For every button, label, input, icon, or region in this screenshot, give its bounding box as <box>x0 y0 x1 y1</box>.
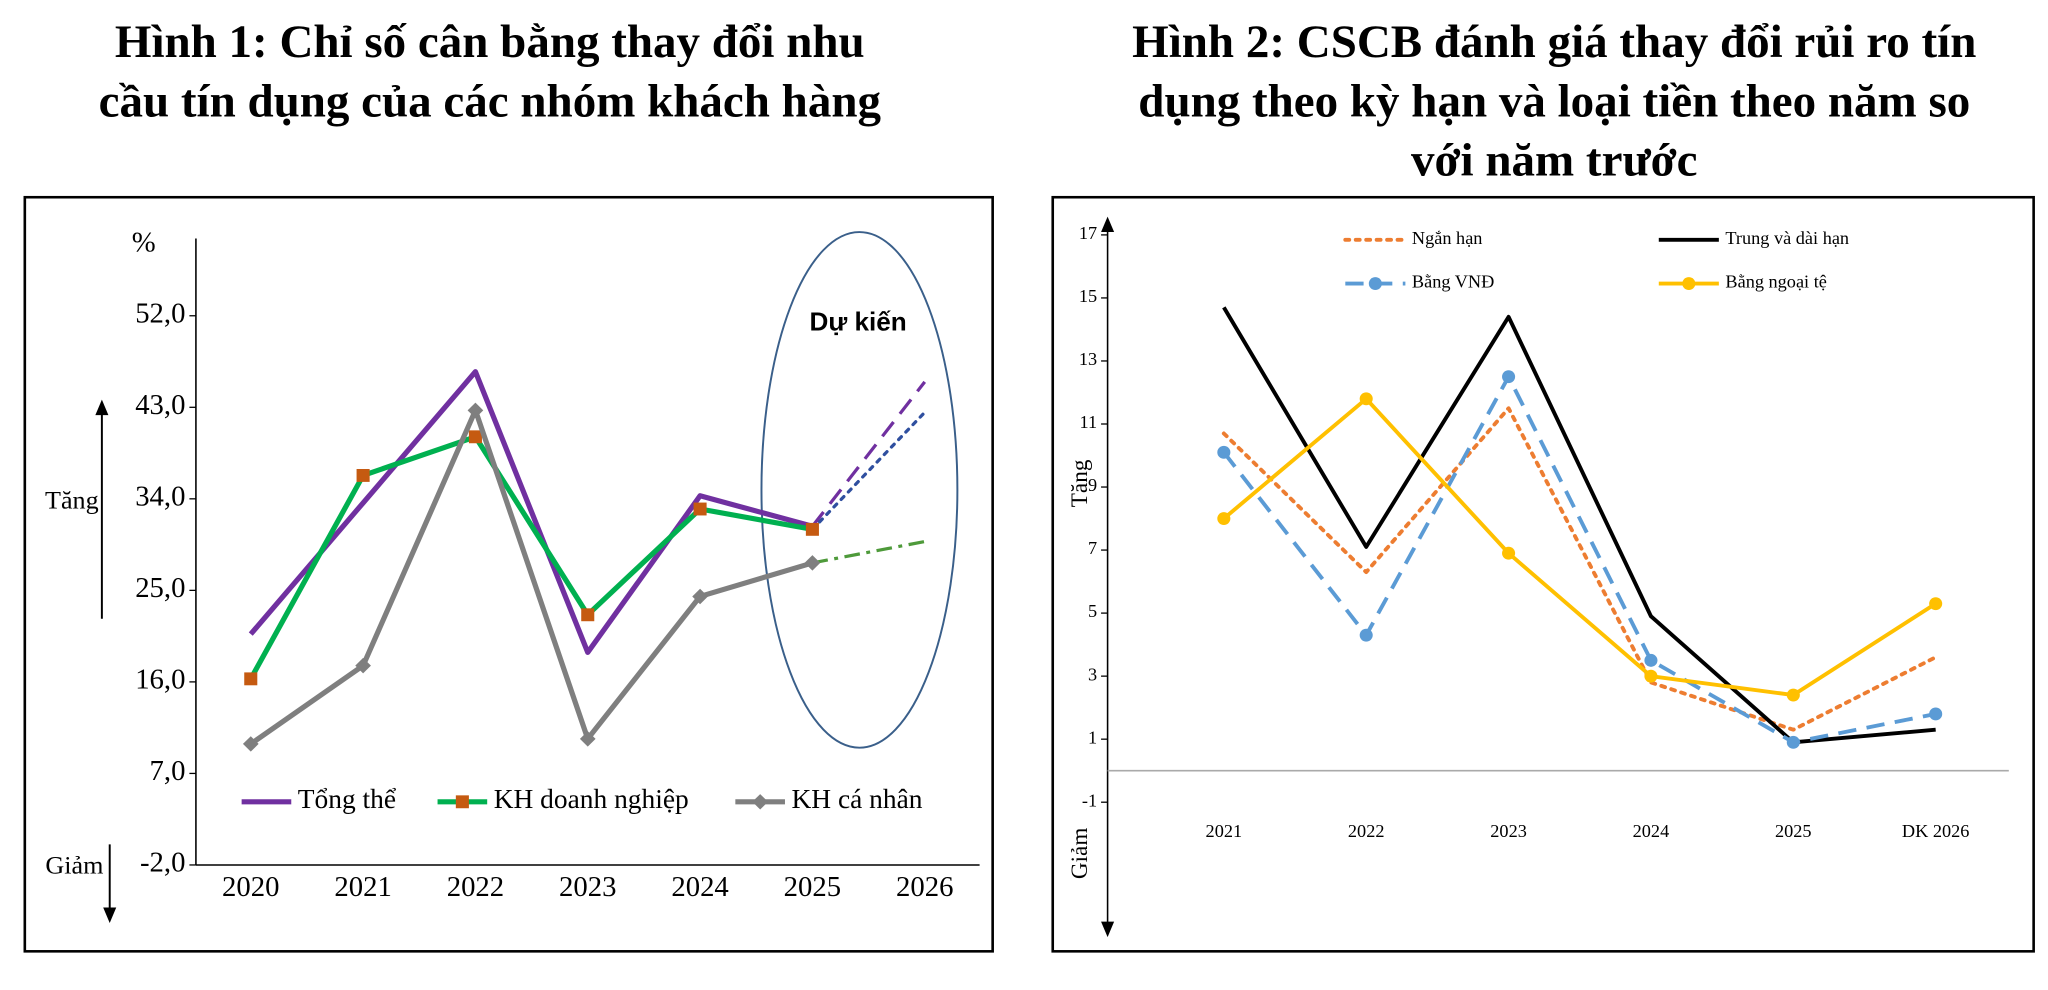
legend-label: Tổng thể <box>298 784 396 814</box>
marker <box>579 731 596 747</box>
chart-title: với năm trước <box>1411 135 1698 187</box>
y-tick-label: 34,0 <box>135 481 185 512</box>
forecast-label: Dự kiến <box>809 309 906 337</box>
marker <box>1359 392 1373 406</box>
y-tick-label: 25,0 <box>135 573 185 604</box>
chart-title: Hình 2: CSCB đánh giá thay đổi rủi ro tí… <box>1132 16 1976 68</box>
x-tick-label: 2024 <box>1633 821 1670 841</box>
legend-label: Trung và dài hạn <box>1725 228 1849 248</box>
legend-label: Ngắn hạn <box>1412 228 1483 248</box>
marker <box>244 672 258 686</box>
marker <box>1929 707 1943 721</box>
x-tick-label: 2021 <box>1206 821 1243 841</box>
legend-marker <box>1368 277 1382 291</box>
y-tick-label: 9 <box>1088 475 1097 495</box>
x-tick-label: 2024 <box>671 872 728 903</box>
x-tick-label: 2026 <box>896 872 953 903</box>
series-line <box>248 434 813 681</box>
projection-line <box>811 380 927 528</box>
chart-title: dụng theo kỳ hạn và loại tiền theo năm s… <box>1138 76 1970 128</box>
legend-marker <box>752 794 768 810</box>
y-tick-label: 1 <box>1088 727 1097 747</box>
x-tick-label: 2023 <box>559 872 616 903</box>
marker <box>1502 546 1516 560</box>
y-tick-label: 11 <box>1080 412 1098 432</box>
x-tick-label: 2022 <box>1348 821 1385 841</box>
marker <box>1644 653 1658 667</box>
marker <box>1502 370 1516 384</box>
series-line <box>1222 306 1936 745</box>
marker <box>467 402 484 419</box>
series-line <box>249 407 814 747</box>
forecast-ellipse <box>760 231 959 749</box>
legend-label: KH doanh nghiệp <box>494 784 689 814</box>
y-tick-label: 17 <box>1079 223 1097 243</box>
marker <box>355 657 371 674</box>
marker <box>242 736 259 752</box>
projection-line <box>810 410 927 531</box>
y-tick-label: 52,0 <box>135 298 185 329</box>
x-tick-label: 2022 <box>447 872 504 903</box>
legend-label: Bằng ngoại tệ <box>1725 272 1827 292</box>
x-tick-label: DK 2026 <box>1902 821 1970 841</box>
chart-title: Hình 1: Chỉ số cân bằng thay đổi nhu <box>115 16 865 68</box>
chart-title: cầu tín dụng của các nhóm khách hàng <box>99 76 881 128</box>
marker <box>693 502 707 516</box>
arrow-head <box>103 907 117 923</box>
y-tick-label: 7 <box>1088 538 1097 558</box>
marker <box>805 522 819 536</box>
marker <box>1217 445 1231 459</box>
x-tick-label: 2025 <box>1775 821 1812 841</box>
series-line <box>1221 406 1938 732</box>
x-tick-label: 2025 <box>784 872 841 903</box>
y-tick-label: -2,0 <box>140 848 185 879</box>
y-tick-label: 7,0 <box>150 756 186 787</box>
x-tick-label: 2020 <box>222 872 279 903</box>
series-line <box>1222 396 1937 697</box>
y-tick-label: 15 <box>1079 286 1097 306</box>
down-label: Giảm <box>1067 828 1093 880</box>
unit-label: % <box>132 228 156 259</box>
up-label: Tăng <box>45 486 99 515</box>
chart-frame <box>1051 195 2035 953</box>
marker <box>1929 597 1943 611</box>
legend-label: Bằng VNĐ <box>1412 272 1494 292</box>
marker <box>468 430 482 444</box>
down-label: Giảm <box>45 851 103 880</box>
marker <box>356 468 370 482</box>
marker <box>581 608 595 622</box>
marker <box>692 588 708 605</box>
projection-line <box>812 539 926 565</box>
marker <box>1644 669 1658 683</box>
up-label: Tăng <box>1067 459 1093 507</box>
y-tick-label: 13 <box>1079 349 1097 369</box>
chart-frame <box>23 195 994 953</box>
series-line <box>1222 374 1937 745</box>
legend-marker <box>1682 277 1696 291</box>
marker <box>1359 628 1373 642</box>
arrow-head <box>95 399 109 416</box>
series-line <box>248 369 814 655</box>
y-tick-label: 16,0 <box>135 665 185 696</box>
y-tick-label: -1 <box>1082 790 1097 810</box>
legend-marker <box>455 795 469 809</box>
x-tick-label: 2021 <box>334 872 391 903</box>
marker <box>1786 735 1800 749</box>
x-tick-label: 2023 <box>1490 821 1527 841</box>
y-tick-label: 5 <box>1088 601 1097 621</box>
marker <box>1786 688 1800 702</box>
y-tick-label: 3 <box>1088 664 1097 684</box>
legend-label: KH cá nhân <box>792 784 923 814</box>
y-tick-label: 43,0 <box>135 390 185 421</box>
marker <box>1217 512 1231 525</box>
